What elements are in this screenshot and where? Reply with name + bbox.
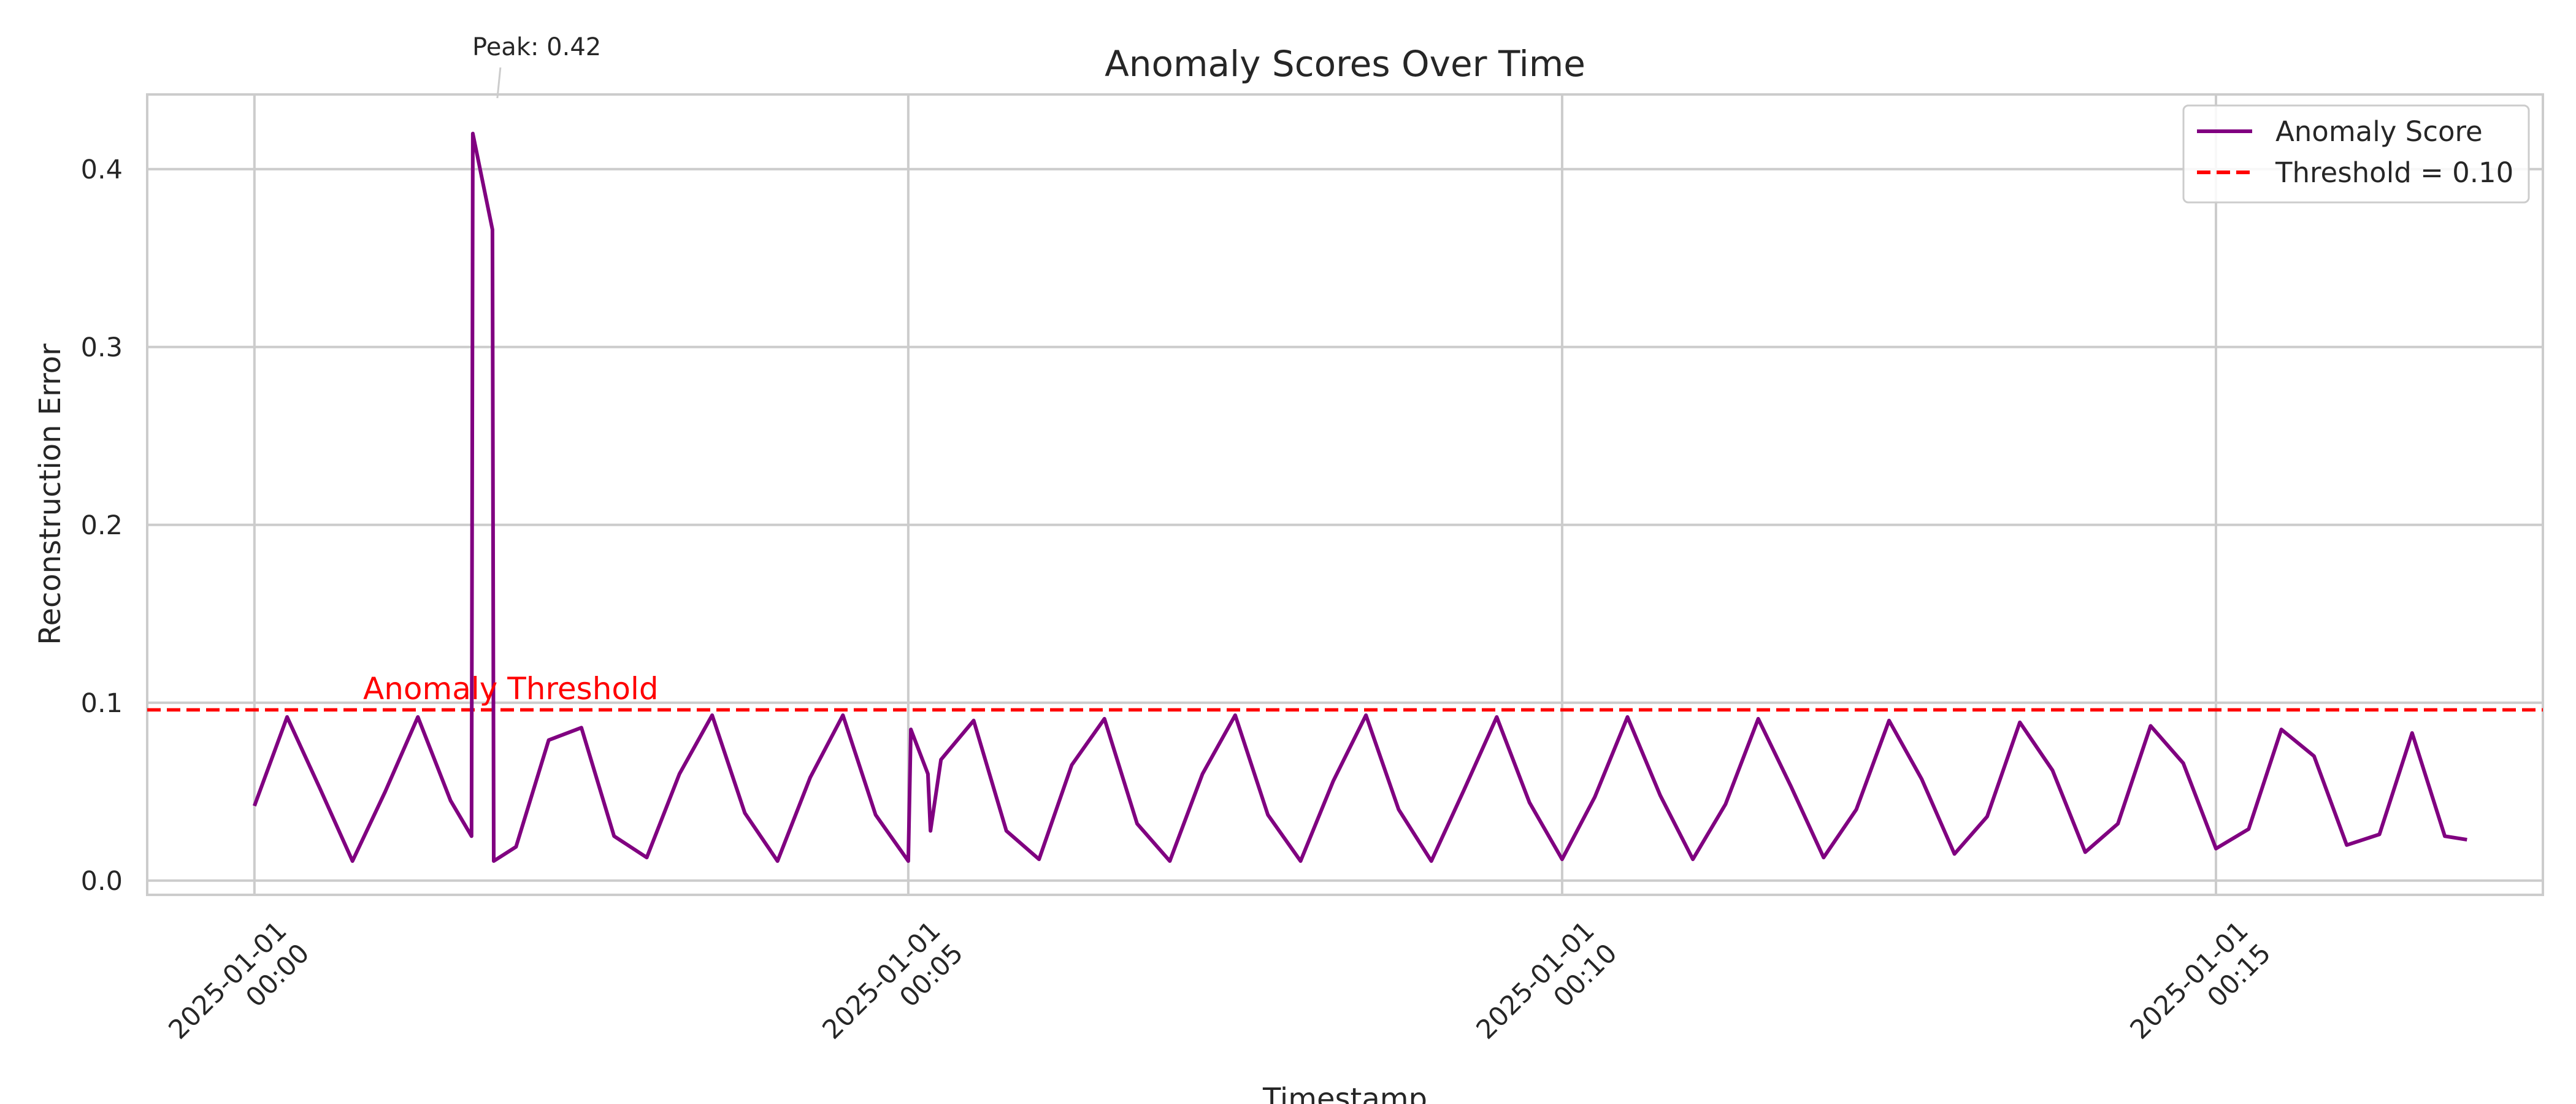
- y-tick-label-2: 0.2: [81, 510, 123, 541]
- legend-entry-anomaly-score: Anomaly Score: [2275, 115, 2483, 148]
- y-tick-label-1: 0.1: [81, 688, 123, 719]
- threshold-annotation: Anomaly Threshold: [363, 671, 659, 707]
- y-tick-label-3: 0.3: [81, 332, 123, 363]
- x-tick-label-3: 2025-01-0100:15: [2125, 915, 2277, 1068]
- x-tick-label-2: 2025-01-0100:10: [1471, 915, 1623, 1068]
- legend-entry-threshold: Threshold = 0.10: [2275, 156, 2513, 189]
- x-tick-label-0: 2025-01-0100:00: [163, 915, 316, 1068]
- x-axis-ticks: 2025-01-0100:00 2025-01-0100:05 2025-01-01…: [163, 915, 2277, 1068]
- legend: Anomaly Score Threshold = 0.10: [2183, 105, 2529, 202]
- chart-title: Anomaly Scores Over Time: [1105, 43, 1585, 85]
- y-tick-label-0: 0.0: [81, 866, 123, 897]
- y-tick-label-4: 0.4: [81, 155, 123, 185]
- peak-annotation: Peak: 0.42: [472, 33, 601, 61]
- plot-area: [147, 94, 2543, 895]
- x-tick-label-1: 2025-01-0100:05: [817, 915, 970, 1068]
- y-axis-ticks: 0.0 0.1 0.2 0.3 0.4: [81, 155, 123, 897]
- x-axis-label: Timestamp: [1262, 1082, 1427, 1104]
- y-axis-label: Reconstruction Error: [33, 343, 67, 645]
